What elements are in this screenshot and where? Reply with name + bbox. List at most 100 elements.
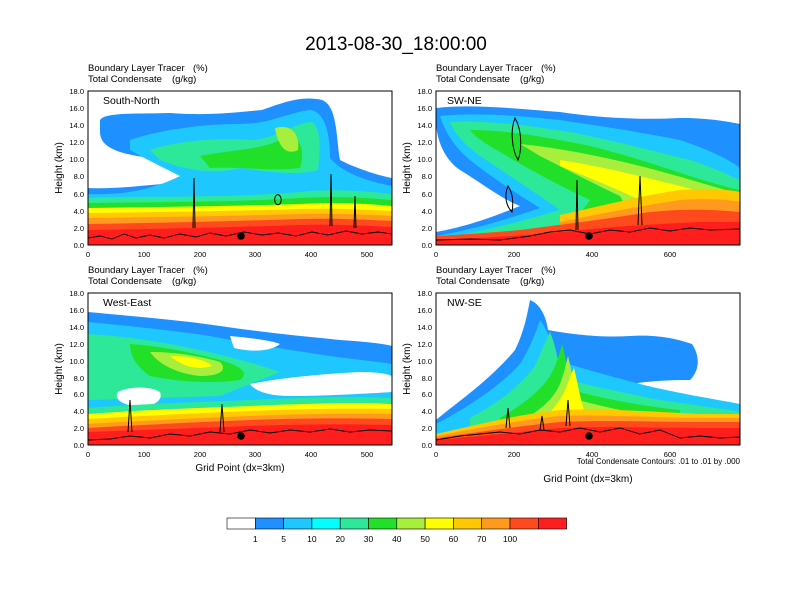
colorbar-tick-label: 1 (253, 534, 258, 544)
y-tick: 4.0 (74, 207, 84, 216)
y-tick: 18.0 (69, 289, 84, 298)
x-ticks: 0 100 200 300 400 500 (86, 450, 373, 459)
location-marker (237, 232, 245, 240)
y-ticks: 0.0 2.0 4.0 6.0 8.0 10.0 12.0 14.0 16.0 … (69, 289, 84, 450)
x-tick: 600 (664, 250, 677, 259)
y-tick: 0.0 (422, 441, 432, 450)
y-ticks: 0.0 2.0 4.0 6.0 8.0 10.0 12.0 14.0 16.0 … (417, 87, 432, 250)
terrain-line (436, 427, 740, 441)
colorbar-tick-label: 40 (392, 534, 402, 544)
colorbar-swatch (368, 517, 398, 530)
colorbar-swatch (339, 517, 369, 530)
y-tick: 12.0 (417, 138, 432, 147)
x-tick: 100 (138, 450, 151, 459)
y-tick: 10.0 (417, 155, 432, 164)
y-tick: 10.0 (69, 155, 84, 164)
colorbar-tick-label: 70 (477, 534, 487, 544)
field-nw-se (436, 300, 740, 445)
figure-title: 2013-08-30_18:00:00 (305, 34, 487, 55)
panel-unit-condensate: (g/kg) (172, 276, 196, 287)
panel-unit-tracer: (%) (193, 63, 208, 74)
x-tick: 0 (434, 450, 438, 459)
colorbar-tick-label: 5 (281, 534, 286, 544)
y-tick: 2.0 (422, 424, 432, 433)
colorbar-tick-label: 30 (364, 534, 374, 544)
panel-title-tracer: Boundary Layer Tracer (88, 63, 185, 74)
panel-unit-condensate: (g/kg) (520, 276, 544, 287)
plot-frame (87, 292, 393, 446)
x-tick: 300 (249, 250, 262, 259)
field-band-6 (170, 356, 212, 368)
plot-frame (435, 90, 741, 246)
y-ticks: 0.0 2.0 4.0 6.0 8.0 10.0 12.0 14.0 16.0 … (417, 289, 432, 450)
colorbar-tick-label: 10 (307, 534, 317, 544)
x-tick: 0 (86, 250, 90, 259)
field-south-north (88, 98, 392, 245)
x-tick: 200 (508, 250, 521, 259)
y-tick: 16.0 (417, 306, 432, 315)
plot-frame (87, 90, 393, 246)
y-tick: 8.0 (74, 172, 84, 181)
x-tick: 400 (305, 450, 318, 459)
panel-unit-tracer: (%) (541, 63, 556, 74)
location-marker (237, 432, 245, 440)
y-tick: 6.0 (74, 390, 84, 399)
colorbar-tick-label: 50 (420, 534, 430, 544)
x-tick: 100 (138, 250, 151, 259)
colorbar: 1 5 10 20 30 40 50 60 70 100 (226, 517, 567, 544)
x-tick: 200 (194, 250, 207, 259)
colorbar-swatch (509, 517, 539, 530)
y-tick: 16.0 (69, 104, 84, 113)
panel-title-condensate: Total Condensate (436, 276, 510, 287)
field-hole-3 (250, 372, 392, 396)
y-tick: 2.0 (422, 224, 432, 233)
colorbar-swatch (453, 517, 482, 530)
y-tick: 6.0 (422, 390, 432, 399)
y-tick: 4.0 (74, 407, 84, 416)
panel-label: NW-SE (447, 297, 482, 309)
y-tick: 8.0 (422, 374, 432, 383)
colorbar-swatch (396, 517, 426, 530)
y-axis-label: Height (km) (54, 142, 65, 194)
x-tick: 400 (305, 250, 318, 259)
panel-unit-condensate: (g/kg) (520, 74, 544, 85)
y-tick: 16.0 (69, 306, 84, 315)
x-ticks: 0 100 200 300 400 500 (86, 250, 373, 259)
x-tick: 600 (664, 450, 677, 459)
y-tick: 4.0 (422, 407, 432, 416)
y-tick: 18.0 (417, 87, 432, 96)
y-ticks: 0.0 2.0 4.0 6.0 8.0 10.0 12.0 14.0 16.0 … (69, 87, 84, 250)
panel-unit-tracer: (%) (541, 265, 556, 276)
y-tick: 14.0 (417, 121, 432, 130)
y-tick: 14.0 (69, 121, 84, 130)
y-axis-label: Height (km) (402, 142, 413, 194)
x-ticks: 0 200 400 600 (434, 250, 676, 259)
panel-west-east: Boundary Layer Tracer (%) Total Condensa… (54, 265, 393, 474)
field-hole-1 (116, 387, 161, 407)
panel-title-tracer: Boundary Layer Tracer (436, 265, 533, 276)
y-tick: 14.0 (69, 323, 84, 332)
y-tick: 18.0 (69, 87, 84, 96)
y-tick: 6.0 (422, 190, 432, 199)
x-tick: 500 (361, 250, 374, 259)
x-tick: 500 (361, 450, 374, 459)
x-tick: 400 (586, 450, 599, 459)
field-west-east (88, 312, 392, 445)
y-tick: 0.0 (422, 241, 432, 250)
y-tick: 10.0 (69, 357, 84, 366)
colorbar-swatch (481, 517, 511, 530)
panel-label: West-East (103, 297, 151, 309)
condensate-contour (192, 173, 357, 229)
panel-title-tracer: Boundary Layer Tracer (436, 63, 533, 74)
panel-label: South-North (103, 95, 160, 107)
y-tick: 6.0 (74, 190, 84, 199)
location-marker (585, 432, 593, 440)
condensate-contour (127, 399, 225, 433)
y-tick: 4.0 (422, 207, 432, 216)
field-band-5 (275, 126, 299, 152)
y-tick: 10.0 (417, 357, 432, 366)
x-tick: 200 (194, 450, 207, 459)
colorbar-tick-label: 20 (335, 534, 345, 544)
terrain-line (88, 428, 392, 441)
